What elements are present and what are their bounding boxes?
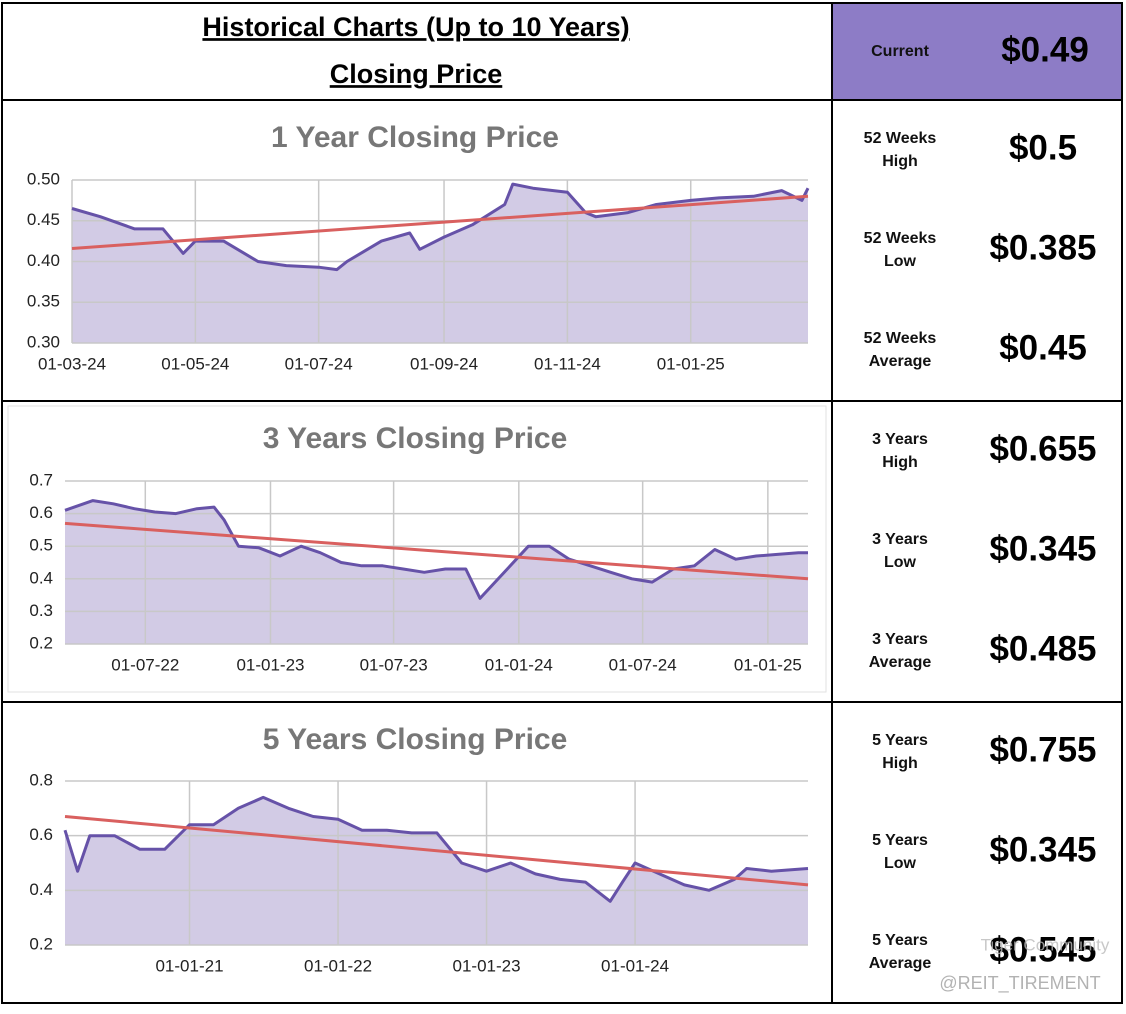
y-tick-label: 0.30	[27, 332, 60, 351]
y-tick-label: 0.3	[29, 601, 53, 620]
x-tick-label: 01-07-24	[285, 354, 353, 373]
y-tick-label: 0.2	[29, 633, 53, 652]
x-tick-label: 01-01-21	[155, 956, 223, 975]
y-tick-label: 0.4	[29, 880, 53, 899]
x-tick-label: 01-07-24	[609, 655, 677, 674]
header-subtitle: Closing Price	[330, 59, 503, 89]
trend-line	[71, 194, 809, 250]
x-tick-label: 01-07-23	[360, 655, 428, 674]
x-tick-label: 01-09-24	[410, 354, 478, 373]
y-tick-label: 0.45	[27, 210, 60, 229]
stat-label: High	[882, 755, 918, 772]
chart-title: 3 Years Closing Price	[263, 422, 568, 455]
current-value: $0.49	[1001, 30, 1089, 69]
y-tick-label: 0.7	[29, 470, 53, 489]
stat-label: High	[882, 454, 918, 471]
watermark: Tiger Community	[981, 935, 1110, 954]
stat-label: 52 Weeks	[864, 130, 937, 147]
stat-label: High	[882, 153, 918, 170]
x-tick-label: 01-05-24	[161, 354, 229, 373]
stat-value: $0.345	[989, 529, 1096, 568]
stat-label: 3 Years	[872, 431, 928, 448]
stat-value: $0.545	[989, 930, 1096, 969]
x-tick-label: 01-07-22	[111, 655, 179, 674]
x-tick-label: 01-01-23	[236, 655, 304, 674]
current-label: Current	[871, 43, 929, 60]
stat-label: Low	[884, 253, 917, 270]
y-tick-label: 0.6	[29, 825, 53, 844]
chart-title: 1 Year Closing Price	[271, 121, 559, 154]
stat-label: Average	[869, 353, 932, 370]
y-tick-label: 0.40	[27, 251, 60, 270]
y-tick-label: 0.2	[29, 934, 53, 953]
stat-value: $0.385	[989, 228, 1096, 267]
stat-label: Average	[869, 654, 932, 671]
stat-label: 52 Weeks	[864, 330, 937, 347]
stat-label: 3 Years	[872, 631, 928, 648]
price-area	[72, 184, 808, 343]
stat-value: $0.755	[989, 730, 1096, 769]
price-area	[65, 797, 808, 945]
price-area	[65, 500, 808, 644]
chart-title: 5 Years Closing Price	[263, 723, 568, 756]
stat-label: 3 Years	[872, 531, 928, 548]
stat-value: $0.345	[989, 830, 1096, 869]
stat-label: Low	[884, 554, 917, 571]
trend-line	[64, 521, 809, 581]
y-tick-label: 0.5	[29, 536, 53, 555]
x-tick-label: 01-11-24	[534, 354, 601, 373]
x-tick-label: 01-03-24	[38, 354, 106, 373]
stat-value: $0.5	[1009, 128, 1077, 167]
current-box	[832, 3, 1122, 100]
stat-label: 5 Years	[872, 732, 928, 749]
header-title: Historical Charts (Up to 10 Years)	[202, 12, 629, 42]
price-line	[64, 499, 808, 600]
x-tick-label: 01-01-23	[453, 956, 521, 975]
y-tick-label: 0.4	[29, 568, 53, 587]
x-tick-label: 01-01-25	[734, 655, 802, 674]
stat-label: Low	[884, 855, 917, 872]
y-tick-label: 0.8	[29, 770, 53, 789]
stat-value: $0.655	[989, 429, 1096, 468]
watermark: @REIT_TIREMENT	[939, 973, 1100, 994]
x-tick-label: 01-01-25	[657, 354, 725, 373]
x-tick-label: 01-01-24	[601, 956, 669, 975]
chart-frame	[7, 405, 827, 693]
x-tick-label: 01-01-24	[485, 655, 553, 674]
stat-label: 5 Years	[872, 932, 928, 949]
stat-value: $0.45	[999, 328, 1087, 367]
y-tick-label: 0.6	[29, 503, 53, 522]
stat-value: $0.485	[989, 629, 1096, 668]
y-tick-label: 0.35	[27, 292, 60, 311]
x-tick-label: 01-01-22	[304, 956, 372, 975]
price-line	[63, 795, 809, 903]
stat-label: 52 Weeks	[864, 230, 937, 247]
y-tick-label: 0.50	[27, 169, 60, 188]
trend-line	[64, 815, 809, 887]
stat-label: Average	[869, 955, 932, 972]
stat-label: 5 Years	[872, 832, 928, 849]
